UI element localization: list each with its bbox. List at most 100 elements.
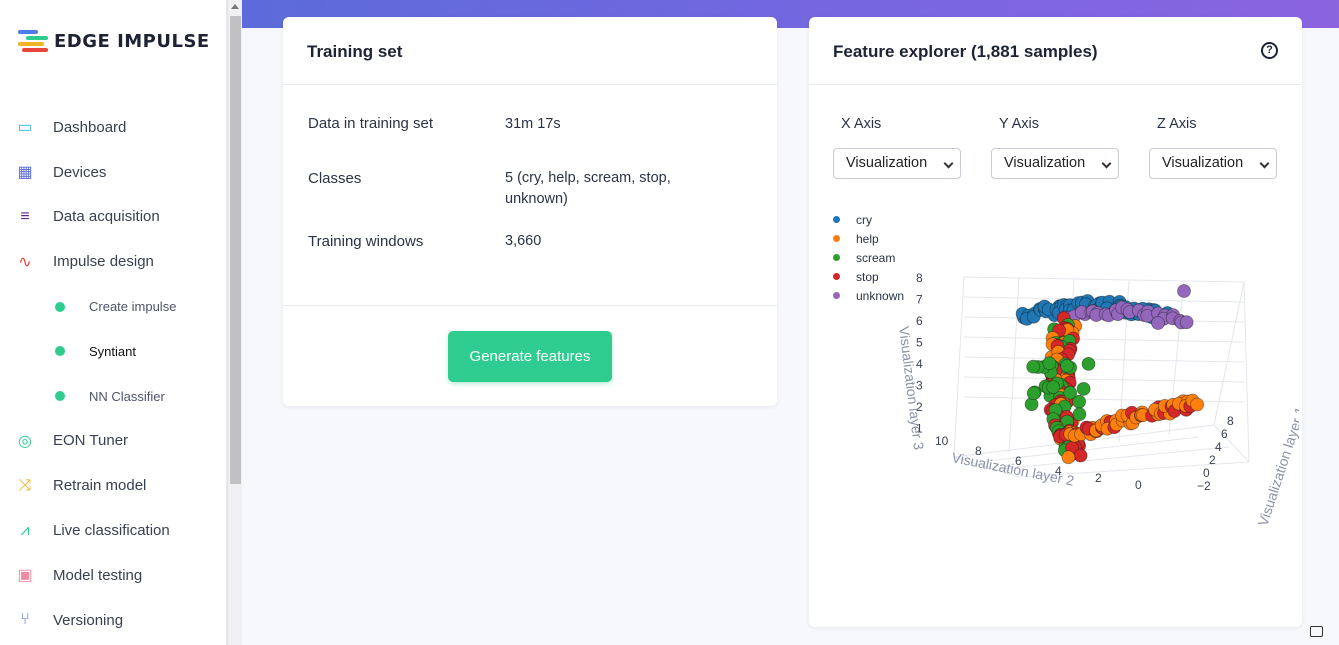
sidebar-nav: ▭ Dashboard ▦ Devices ≡ Data acquisition ∿ Impu… — [0, 105, 227, 643]
legend-item-unknown[interactable]: unknown — [833, 286, 904, 305]
brand-logo[interactable]: EDGE IMPULSE — [18, 30, 210, 52]
y-axis-ticks: 10 8 6 4 2 0 — [935, 434, 1142, 492]
legend-item-scream[interactable]: scream — [833, 248, 904, 267]
z-tick-label: 6 — [916, 314, 923, 328]
z-tick-label: 1 — [916, 422, 923, 436]
brand-name: EDGE IMPULSE — [54, 30, 210, 52]
data-in-training-set-value: 31m 17s — [505, 116, 561, 132]
data-point-scream — [1076, 381, 1091, 396]
z-tick-label: 2 — [916, 400, 923, 414]
data-point-help — [1061, 450, 1076, 465]
legend-label: cry — [856, 212, 872, 227]
x-axis-select-value: Visualization — [846, 155, 928, 171]
plot-legend: cry help scream stop unknown — [833, 210, 904, 305]
sidebar-item-devices[interactable]: ▦ Devices — [0, 150, 227, 195]
generate-features-button[interactable]: Generate features — [448, 331, 612, 382]
x-tick-label: 2 — [1209, 453, 1216, 467]
legend-item-help[interactable]: help — [833, 229, 904, 248]
scrollbar-thumb[interactable] — [230, 16, 241, 484]
sidebar-item-model-testing[interactable]: ▣ Model testing — [0, 553, 227, 598]
shuffle-icon: ⤨ — [18, 476, 32, 494]
y-tick-label: 6 — [1015, 454, 1022, 468]
sidebar: EDGE IMPULSE ▭ Dashboard ▦ Devices ≡ Data acq… — [0, 0, 227, 645]
z-tick-label: 4 — [916, 357, 923, 371]
x-axis-title: Visualization layer 1 — [1255, 405, 1299, 527]
nodes-icon: ⩘ — [20, 521, 30, 539]
divider — [283, 305, 777, 306]
classes-value: 5 (cry, help, scream, stop, unknown) — [505, 170, 671, 207]
z-axis-ticks: 8 7 6 5 4 3 2 1 — [916, 271, 923, 436]
data-point-scream — [1060, 358, 1074, 373]
legend-label: scream — [856, 250, 896, 265]
sidebar-item-label: Model testing — [53, 566, 143, 584]
sidebar-item-eon-tuner[interactable]: ◎ EON Tuner — [0, 419, 227, 464]
x-tick-label: −2 — [1197, 479, 1211, 493]
bullet-dot-icon — [55, 301, 65, 312]
pulse-icon: ∿ — [18, 253, 32, 271]
z-tick-label: 8 — [916, 271, 923, 285]
data-point-help — [1190, 397, 1205, 412]
data-point-scream — [1026, 359, 1041, 374]
sidebar-item-data-acquisition[interactable]: ≡ Data acquisition — [0, 195, 227, 240]
sidebar-item-label: Devices — [53, 163, 107, 181]
sidebar-item-versioning[interactable]: ⑂ Versioning — [0, 598, 227, 643]
data-point-unknown — [1177, 284, 1191, 298]
data-point-scream — [1072, 407, 1087, 422]
z-tick-label: 3 — [916, 379, 923, 393]
sidebar-item-impulse-design[interactable]: ∿ Impulse design — [0, 239, 227, 284]
sidebar-scrollbar[interactable] — [227, 0, 242, 645]
data-point-scream — [1026, 386, 1041, 401]
help-icon[interactable]: ? — [1261, 42, 1278, 59]
sidebar-item-label: Data acquisition — [53, 208, 160, 226]
sidebar-item-label: Syntiant — [89, 343, 136, 359]
legend-item-cry[interactable]: cry — [833, 210, 904, 229]
chevron-down-icon — [1259, 158, 1270, 169]
chevron-down-icon — [1101, 158, 1112, 169]
sidebar-item-dashboard[interactable]: ▭ Dashboard — [0, 105, 227, 150]
legend-swatch — [833, 216, 840, 223]
training-set-card: Training set Data in training set 31m 17… — [283, 17, 777, 406]
y-tick-label: 4 — [1055, 464, 1062, 478]
legend-label: unknown — [856, 288, 905, 303]
bullet-dot-icon — [55, 391, 65, 402]
training-windows-label: Training windows — [308, 233, 424, 250]
sidebar-item-label: Live classification — [53, 522, 170, 540]
x-axis-select[interactable]: Visualization — [833, 148, 961, 179]
data-point-stop — [1073, 448, 1088, 463]
compass-icon: ◎ — [18, 432, 32, 450]
monitor-icon: ▭ — [17, 119, 33, 137]
z-tick-label: 7 — [916, 293, 923, 307]
x-tick-label: 6 — [1221, 427, 1228, 441]
legend-swatch — [833, 254, 840, 261]
data-point-unknown — [1151, 316, 1165, 330]
sidebar-item-label: Impulse design — [53, 253, 154, 271]
z-axis-select[interactable]: Visualization — [1149, 148, 1277, 179]
z-axis-label: Z Axis — [1157, 116, 1197, 132]
sidebar-item-label: EON Tuner — [53, 432, 129, 450]
sidebar-item-label: NN Classifier — [89, 388, 165, 404]
data-in-training-set-label: Data in training set — [308, 115, 434, 132]
sidebar-item-live-classification[interactable]: ⩘ Live classification — [0, 508, 227, 553]
x-tick-label: 0 — [1203, 466, 1210, 480]
sidebar-item-create-impulse[interactable]: Create impulse — [0, 284, 227, 329]
legend-item-stop[interactable]: stop — [833, 267, 904, 286]
y-axis-select[interactable]: Visualization — [991, 148, 1119, 179]
data-point-unknown — [1179, 315, 1194, 330]
bullet-dot-icon — [55, 346, 65, 357]
y-axis-label: Y Axis — [999, 116, 1040, 132]
scroll-up-arrow-icon[interactable] — [231, 4, 239, 9]
sidebar-item-nn-classifier[interactable]: NN Classifier — [0, 374, 227, 419]
feedback-icon[interactable] — [1310, 626, 1323, 637]
sidebar-item-label: Create impulse — [89, 299, 177, 315]
sidebar-item-retrain-model[interactable]: ⤨ Retrain model — [0, 463, 227, 508]
sidebar-item-syntiant[interactable]: Syntiant — [0, 329, 227, 374]
legend-swatch — [833, 273, 840, 280]
legend-swatch — [833, 292, 840, 299]
y-tick-label: 0 — [1135, 478, 1142, 492]
legend-label: help — [856, 231, 879, 246]
training-windows-value: 3,660 — [505, 233, 542, 249]
x-axis-label: X Axis — [841, 116, 882, 132]
clipboard-check-icon: ▣ — [17, 567, 33, 585]
